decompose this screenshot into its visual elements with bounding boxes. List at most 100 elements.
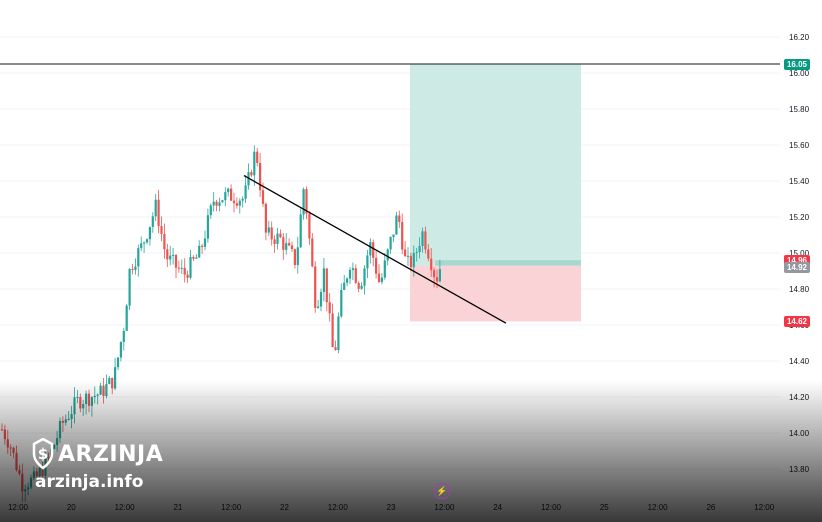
candle-body — [108, 377, 111, 384]
x-tick-label: 12:00 — [328, 503, 349, 512]
candle-body — [314, 266, 317, 308]
candle-body — [3, 429, 6, 440]
candle-body — [64, 419, 67, 423]
candle-body — [412, 253, 415, 268]
candle-body — [264, 203, 267, 233]
candle-body — [282, 237, 285, 250]
candle-body — [267, 227, 270, 233]
candle-body — [305, 189, 308, 214]
y-tick-label: 15.40 — [789, 177, 810, 186]
candle-body — [87, 393, 91, 406]
candle-body — [6, 439, 9, 448]
candle-body — [18, 470, 21, 474]
x-tick-label: 20 — [67, 503, 76, 512]
candle-body — [27, 487, 30, 490]
dollar-shield-icon: $ — [32, 438, 54, 470]
candle-body — [366, 255, 369, 269]
y-tick-label: 15.80 — [789, 105, 810, 114]
x-tick-label: 12:00 — [434, 503, 455, 512]
brand-url: arzinja.info — [35, 472, 144, 492]
candle-body — [143, 242, 146, 244]
candle-body — [148, 226, 151, 240]
candle-body — [180, 267, 183, 269]
candle-body — [427, 249, 430, 259]
candle-body — [183, 267, 186, 275]
candle-body — [140, 243, 143, 249]
candle-body — [372, 242, 375, 258]
candle-body — [61, 420, 64, 423]
candle-body — [348, 269, 352, 279]
candle-body — [308, 213, 311, 239]
y-tick-label: 16.20 — [789, 33, 810, 42]
y-tick-label: 16.00 — [789, 69, 810, 78]
candle-body — [0, 429, 4, 431]
candle-body — [250, 172, 253, 176]
candle-body — [154, 199, 157, 217]
y-tick-label: 14.00 — [789, 429, 810, 438]
candle-body — [137, 248, 140, 267]
candle-body — [232, 200, 236, 204]
candle-body — [273, 239, 276, 244]
candle-body — [172, 254, 175, 256]
candle-body — [351, 268, 354, 270]
y-axis: 16.20 16.00 15.80 15.60 15.40 15.20 15.00 14.80… — [789, 33, 810, 474]
x-tick-label: 12:00 — [8, 503, 29, 512]
current-band — [435, 260, 581, 266]
candle-body — [346, 278, 349, 283]
candle-body — [177, 267, 180, 269]
candle-body — [433, 270, 436, 278]
candle-body — [111, 377, 114, 389]
x-tick-label: 22 — [280, 503, 289, 512]
candle-body — [322, 268, 325, 292]
candle-body — [285, 243, 288, 250]
candle-body — [398, 215, 401, 222]
candle-body — [401, 221, 404, 250]
candle-body — [377, 273, 381, 282]
candle-body — [395, 215, 398, 235]
candle-body — [206, 215, 209, 239]
candle-body — [244, 185, 247, 199]
candle-body — [189, 256, 192, 278]
candle-body — [380, 277, 383, 282]
y-tick-label: 14.20 — [789, 393, 810, 402]
candle-body — [122, 330, 125, 342]
candle-body — [235, 203, 238, 206]
price-tag: 14.92 — [784, 261, 810, 273]
candle-body — [276, 233, 279, 244]
candle-body — [363, 268, 366, 286]
candle-body — [131, 269, 134, 271]
candle-body — [325, 268, 328, 303]
y-tick-label: 14.80 — [789, 285, 810, 294]
profit-zone — [410, 64, 581, 266]
candle-body — [151, 216, 154, 227]
candle-body — [198, 245, 201, 258]
candle-body — [67, 418, 70, 420]
x-tick-label: 12:00 — [541, 503, 562, 512]
candle-body — [253, 151, 256, 176]
candle-body — [418, 245, 421, 253]
candle-body — [299, 214, 302, 248]
candle-body — [163, 233, 166, 250]
position-zones — [0, 36, 780, 470]
candle-body — [241, 198, 244, 201]
candle-body — [79, 397, 82, 409]
y-tick-label: 13.80 — [789, 465, 810, 474]
candle-body — [317, 306, 320, 308]
candle-body — [128, 269, 131, 306]
candle-body — [404, 249, 407, 257]
candle-body — [192, 256, 195, 259]
watermark: $ ARZINJA arzinja.info — [32, 438, 163, 492]
candle-body — [21, 473, 24, 492]
candle-body — [360, 285, 363, 289]
candle-body — [99, 385, 102, 395]
candle-body — [114, 367, 117, 389]
y-tick-label: 15.00 — [789, 249, 810, 258]
lightning-icon[interactable]: ⚡ — [434, 483, 450, 499]
candle-body — [15, 452, 18, 471]
candle-body — [290, 245, 294, 250]
candle-body — [415, 252, 418, 254]
candle-body — [389, 237, 392, 250]
x-tick-label: 25 — [600, 503, 609, 512]
y-tick-label: 14.40 — [789, 357, 810, 366]
